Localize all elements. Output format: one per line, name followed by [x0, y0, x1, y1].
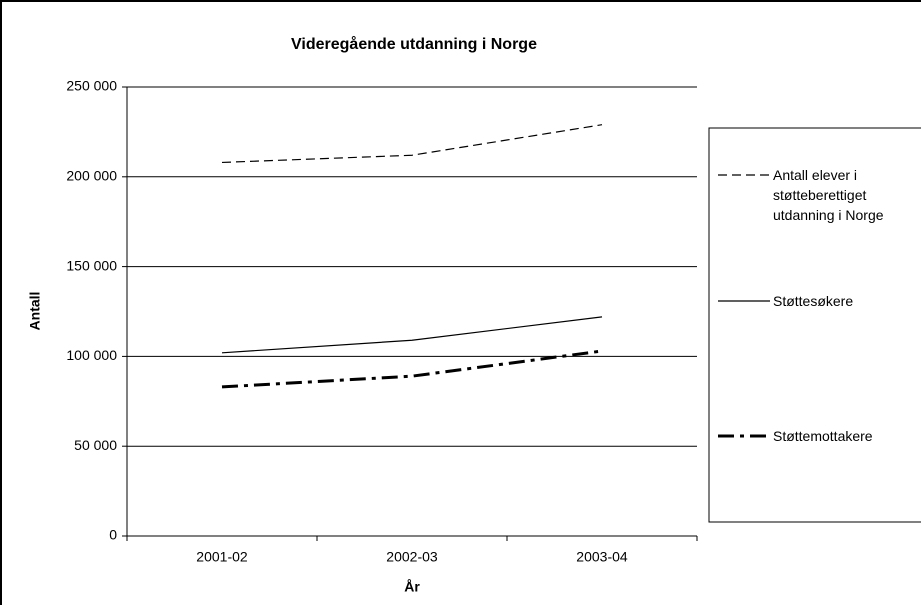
legend-label: Støttemottakere	[773, 428, 873, 444]
legend-box	[708, 127, 921, 523]
x-axis-label: År	[404, 579, 420, 595]
series-line	[221, 124, 603, 164]
y-tick-label: 50 000	[74, 437, 117, 453]
y-tick-label: 0	[109, 527, 117, 543]
series-line	[221, 316, 603, 354]
chart-title: Videregående utdanning i Norge	[291, 35, 537, 53]
legend-label: Støttesøkere	[773, 293, 854, 309]
y-tick-label: 250 000	[66, 78, 117, 94]
x-tick-label: 2002-03	[386, 549, 438, 565]
y-tick-label: 200 000	[66, 168, 117, 184]
x-tick-label: 2003-04	[576, 549, 628, 565]
y-tick-label: 100 000	[66, 347, 117, 363]
legend-label: Antall elever i støtteberettiget utdanni…	[773, 167, 884, 223]
x-tick-label: 2001-02	[196, 549, 248, 565]
y-axis-label: Antall	[27, 292, 43, 331]
y-tick-label: 150 000	[66, 257, 117, 273]
